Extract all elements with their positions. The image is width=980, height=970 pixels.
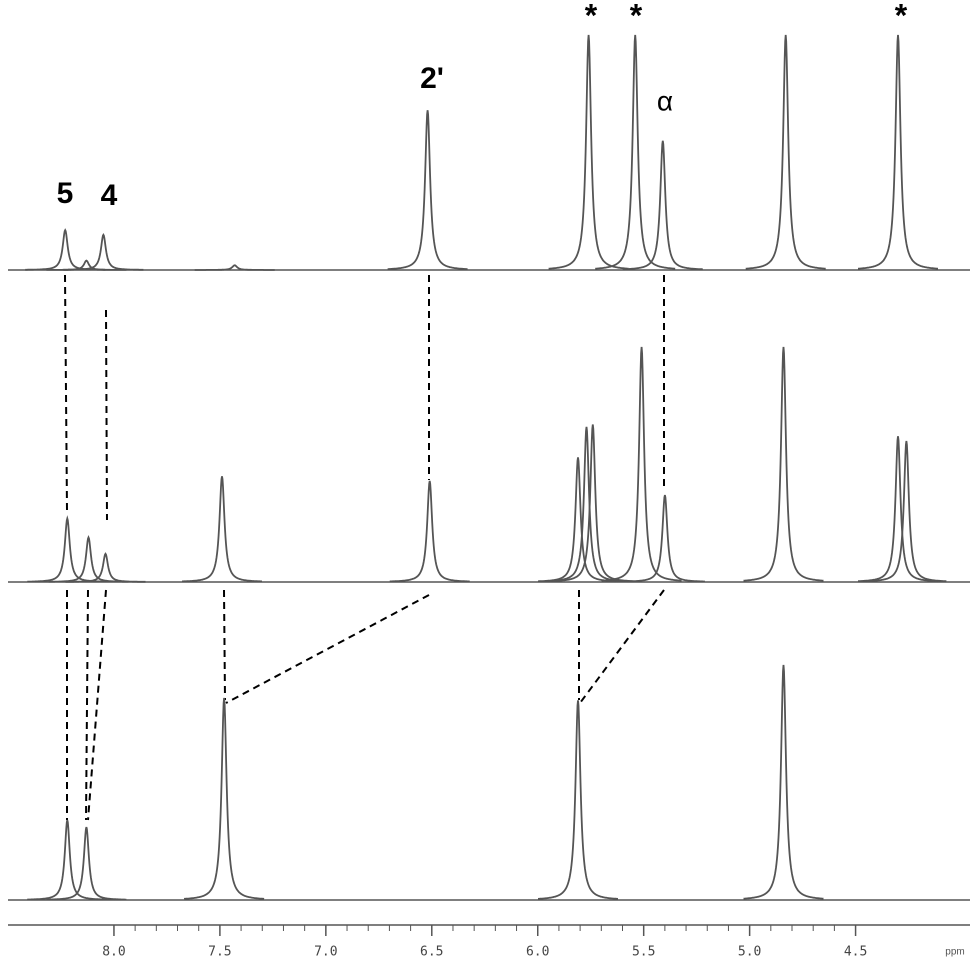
connector bbox=[85, 589, 89, 821]
peak bbox=[601, 346, 682, 582]
peak bbox=[622, 140, 703, 271]
peak bbox=[866, 440, 947, 583]
annotation: * bbox=[895, 0, 908, 33]
annotation: 4 bbox=[101, 179, 118, 212]
connectors bbox=[64, 274, 665, 821]
peak bbox=[743, 346, 824, 582]
connector bbox=[579, 589, 665, 704]
connector bbox=[87, 589, 107, 821]
peak bbox=[183, 697, 265, 900]
x-axis-label: ppm bbox=[945, 947, 964, 958]
annotation: α bbox=[657, 85, 673, 116]
annotation: 2' bbox=[420, 62, 444, 95]
peak bbox=[46, 826, 127, 901]
peak bbox=[65, 552, 146, 583]
spectra bbox=[8, 34, 970, 901]
peak bbox=[389, 480, 470, 583]
annotation: 5 bbox=[57, 177, 74, 210]
annotation: * bbox=[630, 0, 643, 33]
peak bbox=[552, 424, 633, 582]
connector bbox=[105, 309, 108, 521]
peak bbox=[27, 515, 108, 583]
x-tick-label: 7.5 bbox=[208, 945, 231, 960]
x-tick-label: 6.0 bbox=[526, 945, 549, 960]
peak bbox=[182, 476, 262, 583]
x-tick-label: 5.5 bbox=[632, 945, 655, 960]
peak bbox=[46, 259, 127, 271]
peak bbox=[858, 34, 938, 270]
x-tick-label: 8.0 bbox=[102, 945, 125, 960]
x-tick-label: 5.0 bbox=[738, 945, 761, 960]
peak bbox=[548, 34, 629, 270]
peak bbox=[387, 110, 468, 270]
peak bbox=[624, 494, 705, 583]
connector bbox=[223, 589, 226, 701]
peak bbox=[858, 436, 938, 583]
peak bbox=[743, 664, 824, 900]
connector bbox=[225, 594, 430, 704]
peak bbox=[194, 264, 275, 271]
connector bbox=[64, 274, 68, 511]
peak bbox=[745, 34, 826, 270]
peak bbox=[25, 228, 106, 271]
peak bbox=[27, 819, 108, 901]
peak bbox=[48, 535, 129, 583]
x-tick-label: 6.5 bbox=[420, 945, 443, 960]
peak bbox=[538, 700, 618, 900]
peak bbox=[63, 232, 144, 271]
annotation: * bbox=[585, 0, 598, 33]
x-tick-label: 4.5 bbox=[844, 945, 867, 960]
x-tick-label: 7.0 bbox=[314, 945, 337, 960]
peak bbox=[595, 34, 676, 270]
